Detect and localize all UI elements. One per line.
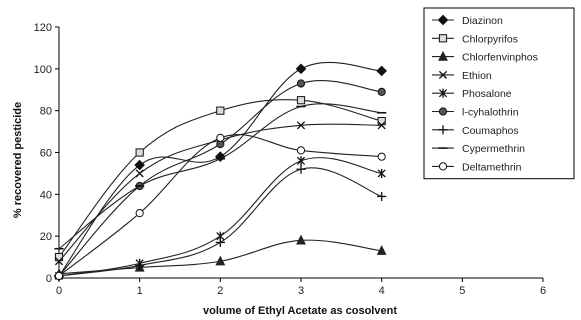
series-diazinon	[53, 61, 387, 282]
x-tick-label: 0	[56, 285, 62, 297]
data-point	[296, 156, 306, 166]
data-point	[296, 121, 306, 130]
data-point	[135, 209, 144, 218]
legend-item-coumaphos: Coumaphos	[432, 125, 519, 137]
data-point	[295, 63, 307, 75]
legend-marker	[438, 125, 448, 135]
data-point	[135, 260, 145, 271]
legend-marker	[438, 88, 448, 98]
legend-item-l-cyhalothrin: l-cyhalothrin	[432, 107, 519, 119]
legend-label: Cypermethrin	[462, 143, 525, 155]
y-tick-label: 120	[34, 22, 52, 34]
data-point	[135, 148, 144, 157]
x-axis-title: volume of Ethyl Acetate as cosolvent	[203, 305, 397, 317]
legend: Diazinon Chlorpyrifos Chlorfenvinphos Ethio…	[423, 7, 575, 180]
data-point	[377, 87, 386, 96]
y-tick-label: 0	[46, 273, 52, 285]
x-tick-label: 4	[379, 285, 385, 297]
data-point	[296, 96, 306, 105]
data-point	[296, 164, 306, 174]
data-point	[296, 234, 306, 245]
legend-item-phosalone: Phosalone	[432, 88, 512, 100]
x-tick-label: 3	[298, 285, 304, 297]
y-tick-label: 40	[40, 189, 52, 201]
data-point	[377, 121, 386, 130]
x-tick-label: 6	[540, 285, 546, 297]
legend-marker	[438, 162, 448, 171]
data-point	[296, 79, 306, 88]
legend-label: Ethion	[462, 70, 492, 82]
data-point	[54, 271, 64, 281]
legend-marker	[438, 107, 448, 116]
legend-label: Phosalone	[462, 88, 512, 100]
legend-marker	[438, 70, 448, 79]
legend-marker	[438, 50, 448, 61]
legend-item-chlorpyrifos: Chlorpyrifos	[432, 33, 518, 45]
data-point	[376, 245, 387, 255]
legend-item-chlorfenvinphos: Chlorfenvinphos	[432, 50, 538, 64]
axes: 0 20 40 60 80 100 120 0 1 2 3 4 5 6	[34, 22, 546, 297]
legend-label: l-cyhalothrin	[462, 107, 519, 119]
series-cypermethrin	[54, 103, 387, 250]
legend-marker	[437, 14, 449, 26]
legend-label: Diazinon	[462, 15, 503, 27]
y-tick-label: 20	[40, 231, 52, 243]
data-point	[377, 191, 387, 202]
legend-item-cypermethrin: Cypermethrin	[432, 143, 525, 155]
x-tick-label: 1	[137, 285, 143, 297]
data-point	[134, 159, 145, 171]
legend-label: Coumaphos	[462, 125, 519, 137]
data-point	[215, 255, 226, 266]
data-point	[377, 168, 386, 179]
y-axis-title: % recovered pesticide	[12, 102, 24, 218]
legend-label: Deltamethrin	[462, 161, 522, 173]
data-point	[376, 65, 387, 77]
data-point	[135, 169, 144, 178]
series-line	[58, 103, 382, 250]
legend-label: Chlorpyrifos	[462, 33, 518, 45]
data-point	[54, 257, 64, 266]
data-point	[377, 152, 386, 161]
data-point	[216, 106, 225, 115]
legend-item-diazinon: Diazinon	[432, 14, 503, 27]
y-tick-label: 100	[34, 64, 52, 76]
x-tick-label: 2	[217, 285, 223, 297]
x-tick-label: 5	[459, 285, 465, 297]
legend-label: Chlorfenvinphos	[462, 52, 538, 64]
series-deltamethrin	[54, 133, 386, 281]
legend-item-ethion: Ethion	[432, 70, 492, 82]
y-tick-label: 60	[40, 148, 52, 160]
legend-marker	[438, 34, 448, 43]
y-tick-label: 80	[40, 106, 52, 118]
data-point	[296, 146, 306, 155]
data-point	[215, 237, 225, 248]
data-point	[216, 133, 225, 142]
legend-item-deltamethrin: Deltamethrin	[432, 161, 522, 173]
series-line	[58, 133, 382, 277]
series-layer	[53, 61, 387, 282]
